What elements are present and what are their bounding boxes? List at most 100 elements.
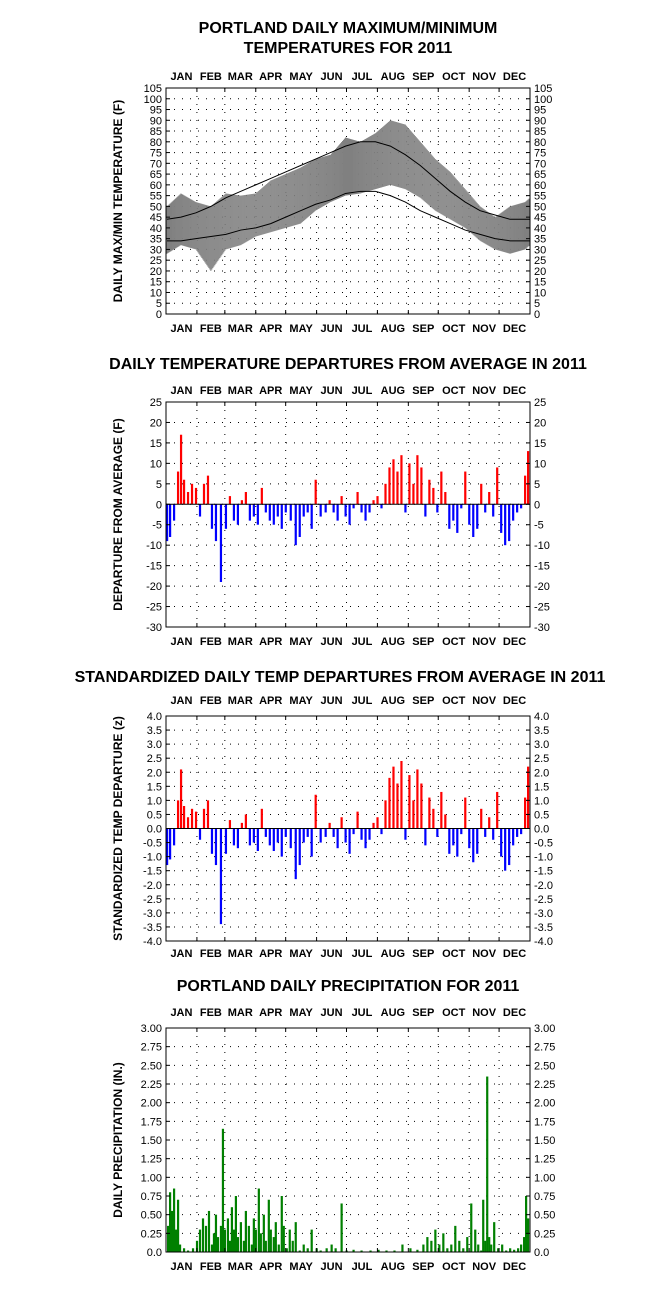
y-tick-label-left: 5 (156, 298, 162, 310)
y-tick-label-right: 4.0 (534, 711, 549, 723)
bar (219, 504, 223, 582)
month-label-bottom: JAN (170, 1261, 192, 1273)
bar (356, 492, 359, 505)
bar (508, 504, 511, 542)
bar (392, 459, 395, 505)
bar (372, 500, 375, 505)
bar (306, 504, 309, 513)
y-tick-label-right: 3.0 (534, 739, 549, 751)
bar (182, 479, 186, 505)
y-tick-label-right: 2.25 (534, 1079, 555, 1091)
bar (340, 1203, 343, 1252)
bar (179, 434, 183, 505)
y-tick-label-left: -25 (146, 602, 162, 614)
bar (288, 1229, 291, 1252)
y-tick-label-right: -2.5 (534, 894, 553, 906)
bar (206, 475, 210, 505)
y-tick-label-left: -0.5 (143, 838, 162, 850)
y-tick-label-left: 15 (150, 438, 162, 450)
month-label-bottom: MAY (289, 1261, 313, 1273)
y-tick-label-left: 3.5 (147, 725, 162, 737)
bar (302, 1244, 305, 1252)
month-label-top: JUL (352, 1007, 373, 1019)
bar (170, 1210, 174, 1252)
y-tick-label-right: 65 (534, 169, 546, 181)
bar (216, 1237, 220, 1252)
bar (500, 828, 503, 857)
y-tick-label-left: 1.00 (141, 1172, 162, 1184)
month-label-top: FEB (200, 1007, 222, 1019)
month-label-bottom: DEC (503, 948, 526, 960)
bar (234, 1196, 238, 1252)
y-tick-label-right: 55 (534, 191, 546, 203)
bar (198, 504, 202, 517)
y-tick-label-right: 70 (534, 158, 546, 170)
month-label-bottom: SEP (412, 323, 434, 335)
bar (376, 496, 379, 505)
bar (219, 1225, 223, 1252)
y-tick-label-right: 2.50 (534, 1060, 555, 1072)
bar (516, 504, 519, 513)
y-tick-label-left: -3.0 (143, 908, 162, 920)
bar (232, 504, 236, 521)
bar (468, 828, 471, 849)
bar (172, 504, 176, 521)
y-tick-label-left: 10 (150, 287, 162, 299)
bar (232, 1229, 236, 1252)
y-tick-label-right: 10 (534, 458, 546, 470)
bar (289, 828, 292, 849)
bar (260, 487, 263, 505)
month-label-bottom: DEC (503, 323, 526, 335)
bar (476, 828, 479, 854)
y-tick-label-right: 0 (534, 309, 540, 321)
y-tick-label-left: 65 (150, 169, 162, 181)
bar (396, 471, 399, 505)
y-tick-label-left: -2.5 (143, 894, 162, 906)
y-tick-label-right: 1.00 (534, 1172, 555, 1184)
bar (228, 820, 232, 829)
y-tick-label-right: -2.0 (534, 880, 553, 892)
month-label-top: NOV (472, 695, 497, 707)
bar (446, 1248, 449, 1252)
month-label-bottom: FEB (200, 948, 222, 960)
bar (488, 1237, 491, 1252)
bar (176, 471, 180, 505)
month-label-top: JAN (170, 385, 192, 397)
month-label-bottom: DEC (503, 636, 526, 648)
month-label-top: MAY (289, 71, 313, 83)
bar (248, 828, 251, 846)
bar (512, 828, 515, 846)
bar (430, 1240, 433, 1252)
bar (401, 1244, 404, 1252)
month-label-top: NOV (472, 71, 497, 83)
bar (319, 504, 322, 517)
month-label-top: MAR (228, 695, 253, 707)
bar (294, 504, 297, 546)
y-tick-label-left: 70 (150, 158, 162, 170)
bar (206, 800, 210, 829)
chart-maxmin: PORTLAND DAILY MAXIMUM/MINIMUM TEMPERATUR… (111, 20, 552, 335)
bar (484, 828, 487, 837)
month-label-top: JAN (170, 695, 192, 707)
bar (257, 1188, 260, 1252)
y-tick-label-left: 80 (150, 137, 162, 149)
y-tick-label-left: -2.0 (143, 880, 162, 892)
y-tick-label-right: 100 (534, 94, 552, 106)
month-label-bottom: JUN (321, 1261, 343, 1273)
y-tick-label-right: -3.5 (534, 922, 553, 934)
y-tick-label-left: 2.00 (141, 1098, 162, 1110)
month-label-bottom: JUL (352, 948, 373, 960)
bar (392, 766, 395, 829)
bar (334, 1248, 337, 1252)
y-tick-label-left: 95 (150, 105, 162, 117)
month-label-top: DEC (503, 695, 526, 707)
y-tick-label-left: -5 (152, 520, 162, 532)
y-tick-label-right: 20 (534, 266, 546, 278)
month-label-top: APR (259, 71, 282, 83)
grid (166, 1028, 530, 1252)
month-label-bottom: NOV (472, 636, 497, 648)
bar (442, 1233, 445, 1252)
month-label-top: SEP (412, 385, 434, 397)
bar (501, 1244, 504, 1252)
bar (352, 828, 355, 835)
